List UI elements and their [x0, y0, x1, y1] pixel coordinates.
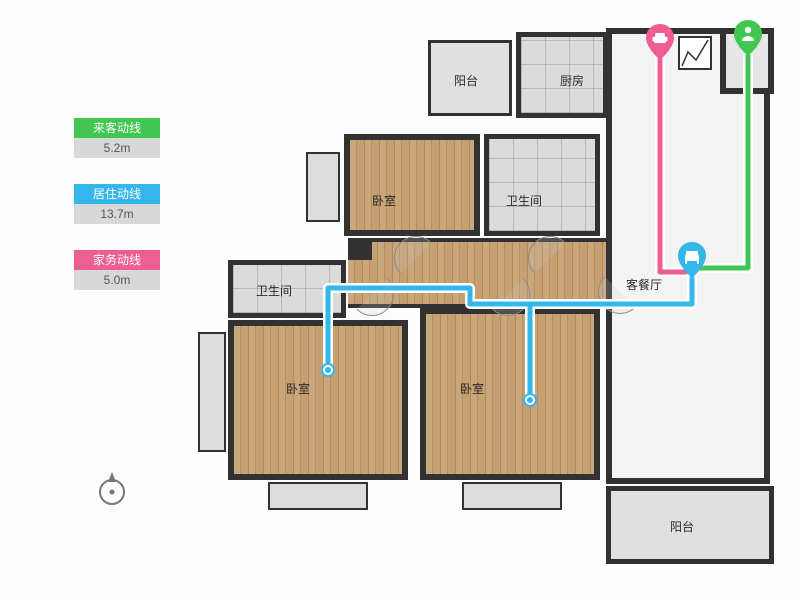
- legend-chores-label: 家务动线: [74, 250, 160, 270]
- chores-marker-icon: [646, 24, 674, 60]
- bump-4: [462, 482, 562, 510]
- room-bedroom-top: [344, 134, 480, 236]
- room-bedroom-sw: [228, 320, 408, 480]
- bump-5: [348, 238, 372, 260]
- label-bedroom-mid: 卧室: [460, 380, 484, 397]
- legend-living-label: 居住动线: [74, 184, 160, 204]
- legend-chores: 家务动线 5.0m: [74, 250, 160, 290]
- bump-2: [198, 332, 226, 452]
- bump-3: [268, 482, 368, 510]
- room-bedroom-mid: [420, 308, 600, 480]
- label-bath-top: 卫生间: [506, 192, 542, 209]
- legend-guest: 来客动线 5.2m: [74, 118, 160, 158]
- label-living-dining: 客餐厅: [626, 276, 662, 293]
- label-bedroom-sw: 卧室: [286, 380, 310, 397]
- label-bath-left: 卫生间: [256, 282, 292, 299]
- label-bedroom-top: 卧室: [372, 192, 396, 209]
- label-balcony-bot: 阳台: [670, 518, 694, 535]
- guest-marker-icon: [734, 20, 762, 56]
- legend: 来客动线 5.2m 居住动线 13.7m 家务动线 5.0m: [74, 118, 160, 316]
- legend-guest-value: 5.2m: [74, 138, 160, 158]
- living-marker-icon: [678, 242, 706, 278]
- label-kitchen: 厨房: [560, 72, 584, 89]
- legend-living-value: 13.7m: [74, 204, 160, 224]
- bump-1: [306, 152, 340, 222]
- floor-plan: 阳台 厨房 卧室 卫生间 卫生间 卧室 卧室 客餐厅 阳台: [198, 20, 780, 580]
- legend-chores-value: 5.0m: [74, 270, 160, 290]
- legend-living: 居住动线 13.7m: [74, 184, 160, 224]
- room-bath-top: [484, 134, 600, 236]
- legend-guest-label: 来客动线: [74, 118, 160, 138]
- window-top-right: [678, 36, 712, 70]
- compass-icon: [92, 468, 132, 508]
- label-balcony-top: 阳台: [454, 72, 478, 89]
